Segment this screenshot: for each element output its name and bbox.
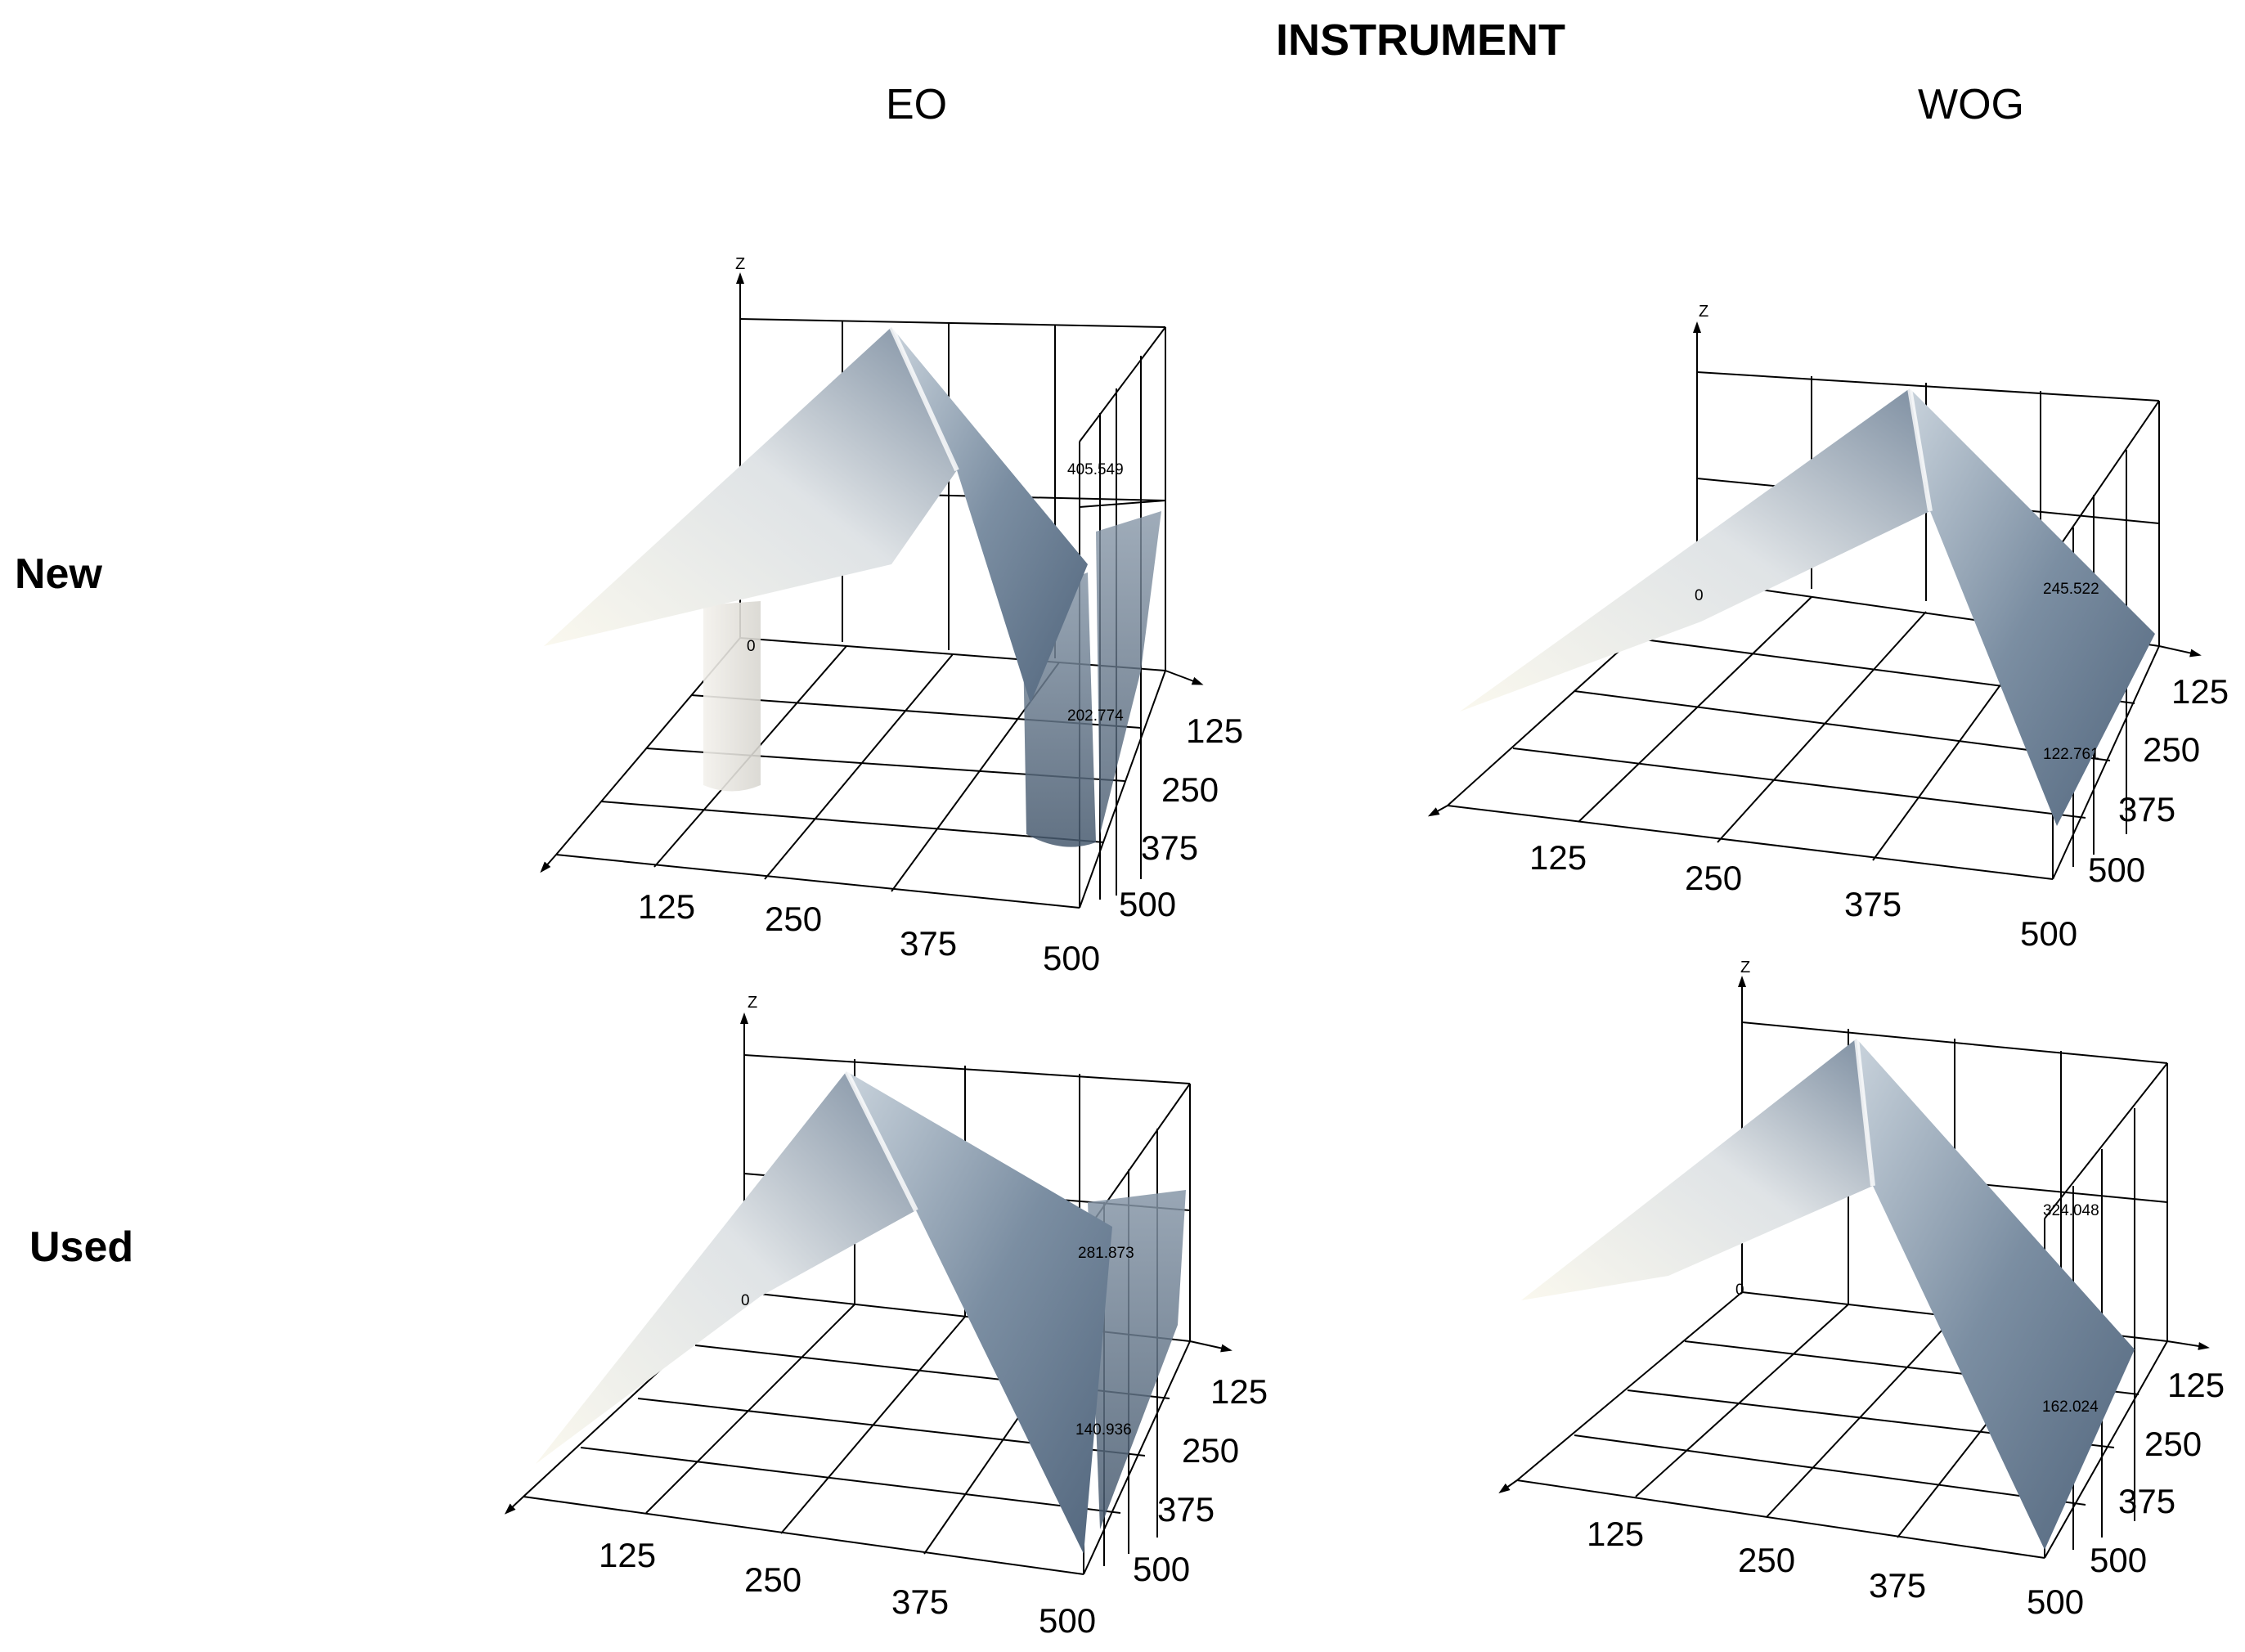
row-header-used: Used <box>29 1223 134 1271</box>
column-header-eo: EO <box>886 81 948 128</box>
figure-title: INSTRUMENT <box>1276 16 1565 65</box>
panel-new-eo <box>540 272 1204 909</box>
panel-used-eo <box>504 1012 1233 1575</box>
panel-used-wog <box>1498 976 2210 1559</box>
panel-new-wog <box>1427 321 2202 880</box>
column-header-wog: WOG <box>1918 81 2024 128</box>
row-header-new: New <box>15 550 102 598</box>
